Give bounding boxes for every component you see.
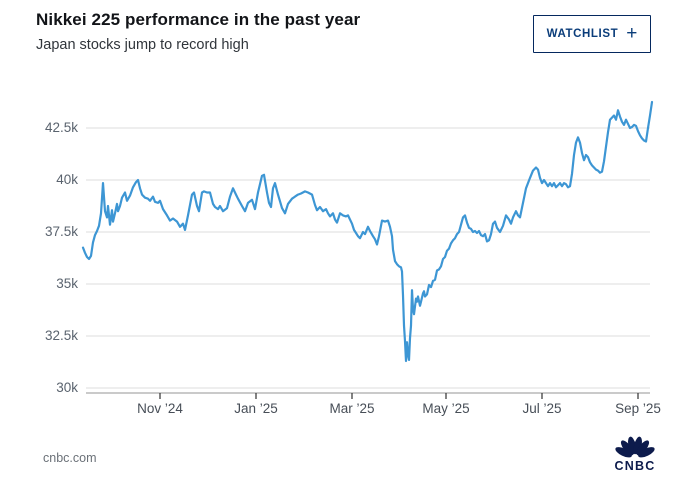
cnbc-logo-text: CNBC	[614, 459, 656, 473]
y-axis-label: 37.5k	[44, 224, 78, 239]
y-axis-label: 30k	[56, 380, 78, 395]
y-axis-label: 40k	[56, 172, 78, 187]
plus-icon: +	[626, 22, 638, 44]
price-line	[81, 100, 654, 363]
cnbc-logo: CNBC	[610, 433, 660, 473]
page-title: Nikkei 225 performance in the past year	[36, 10, 361, 29]
cnbc-peacock-icon	[615, 436, 655, 458]
watchlist-button-label: WATCHLIST	[546, 28, 619, 40]
x-axis-label: Mar ’25	[329, 401, 375, 416]
y-axis-label: 42.5k	[44, 120, 78, 135]
watchlist-button[interactable]: WATCHLIST +	[533, 15, 651, 53]
x-axis-label: Jul ’25	[522, 401, 562, 416]
y-axis-label: 35k	[56, 276, 78, 291]
y-axis-label: 32.5k	[44, 328, 78, 343]
x-axis-label: May ’25	[422, 401, 470, 416]
source-text: cnbc.com	[43, 451, 97, 465]
x-axis-label: Sep ’25	[615, 401, 661, 416]
x-axis-label: Jan ’25	[234, 401, 278, 416]
chart-subtitle: Japan stocks jump to record high	[36, 37, 249, 53]
x-axis-label: Nov ’24	[137, 401, 183, 416]
